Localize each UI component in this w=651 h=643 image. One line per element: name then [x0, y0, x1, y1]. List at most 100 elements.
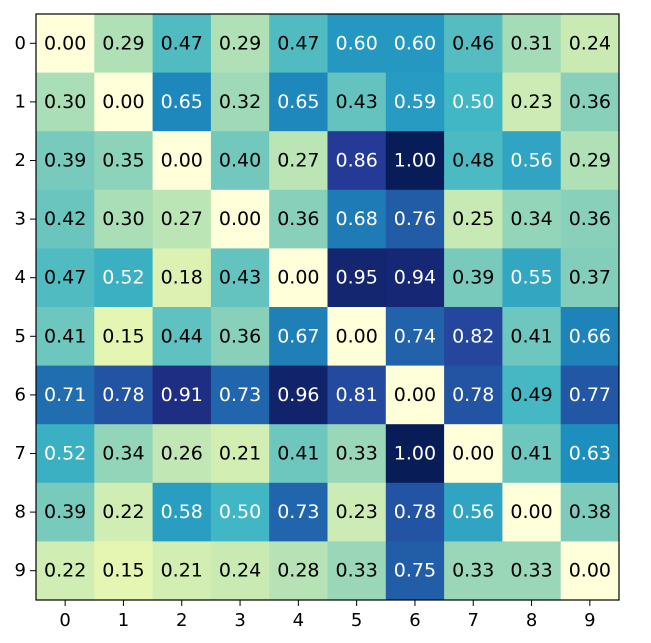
- cell-value-label: 0.00: [102, 91, 144, 113]
- plot-frame: [35, 13, 620, 601]
- heatmap-cell: [560, 14, 620, 74]
- cell-value-label: 0.00: [394, 384, 436, 406]
- heatmap-cell: [327, 482, 387, 542]
- heatmap-cell: [94, 424, 154, 484]
- heatmap-cell: [210, 482, 270, 542]
- heatmap-cell: [560, 72, 620, 132]
- cell-value-label: 0.94: [394, 267, 436, 289]
- x-tick-label: 9: [584, 610, 595, 631]
- cell-value-label: 0.30: [44, 91, 86, 113]
- heatmap-cell: [502, 424, 562, 484]
- cell-value-label: 0.77: [569, 384, 611, 406]
- y-tick-label: 3: [15, 209, 26, 230]
- heatmap-cell: [385, 541, 445, 601]
- cell-value-label: 0.26: [161, 443, 203, 465]
- heatmap-cell: [36, 189, 95, 249]
- cell-value-label: 0.29: [102, 32, 144, 54]
- cell-value-label: 0.78: [452, 384, 494, 406]
- y-tick-label: 5: [15, 326, 26, 347]
- heatmap-cell: [210, 248, 270, 308]
- heatmap-cell: [269, 14, 328, 74]
- cell-value-label: 0.95: [335, 267, 377, 289]
- cell-value-label: 0.63: [569, 443, 611, 465]
- heatmap-cell: [385, 189, 445, 249]
- heatmap-cell: [152, 541, 212, 601]
- cell-value-label: 0.36: [219, 325, 261, 347]
- cell-value-labels: 0.00 0.29 0.47 0.29 0.47 0.60 0.60 0.46 0.31 0.24…: [44, 32, 611, 581]
- cell-value-label: 0.22: [44, 560, 86, 582]
- cell-value-label: 0.00: [161, 150, 203, 172]
- heatmap-cell: [385, 72, 445, 132]
- heatmap-cell: [444, 189, 503, 249]
- cell-value-label: 0.15: [102, 325, 144, 347]
- heatmap-cell: [36, 307, 95, 367]
- cell-value-label: 0.34: [510, 208, 552, 230]
- heatmap-cell: [36, 131, 95, 191]
- heatmap-cell: [36, 482, 95, 542]
- cell-value-label: 0.00: [277, 267, 319, 289]
- heatmap-cell: [269, 131, 328, 191]
- cell-value-label: 0.78: [102, 384, 144, 406]
- cell-value-label: 0.76: [394, 208, 436, 230]
- heatmap-cell: [152, 14, 212, 74]
- cell-value-label: 0.18: [161, 267, 203, 289]
- heatmap-cell: [36, 365, 95, 425]
- heatmap-cell: [36, 14, 95, 74]
- y-tick-label: 8: [15, 502, 26, 523]
- cell-value-label: 0.43: [335, 91, 377, 113]
- cell-value-label: 0.56: [452, 501, 494, 523]
- heatmap-cell: [36, 424, 95, 484]
- heatmap-cell: [327, 307, 387, 367]
- heatmap-cell: [502, 482, 562, 542]
- cell-value-label: 0.86: [335, 150, 377, 172]
- cell-value-label: 0.91: [161, 384, 203, 406]
- cell-value-label: 0.47: [44, 267, 86, 289]
- heatmap-cell: [560, 131, 620, 191]
- cell-value-label: 0.66: [569, 325, 611, 347]
- cell-value-label: 0.41: [510, 325, 552, 347]
- heatmap-cell: [152, 72, 212, 132]
- heatmap-cell: [444, 248, 503, 308]
- cell-value-label: 0.50: [219, 501, 261, 523]
- heatmap-cell: [502, 541, 562, 601]
- cell-value-label: 0.27: [277, 150, 319, 172]
- cell-value-label: 0.00: [569, 560, 611, 582]
- y-tick-label: 0: [15, 33, 26, 54]
- heatmap-cell: [269, 365, 328, 425]
- heatmap-cell: [94, 541, 154, 601]
- cell-value-label: 0.15: [102, 560, 144, 582]
- heatmap-cell: [444, 131, 503, 191]
- cell-value-label: 0.28: [277, 560, 319, 582]
- cell-value-label: 0.35: [102, 150, 144, 172]
- cell-value-label: 0.25: [452, 208, 494, 230]
- heatmap-cell: [94, 189, 154, 249]
- cell-value-label: 0.21: [219, 443, 261, 465]
- heatmap-cell: [444, 365, 503, 425]
- cell-value-label: 0.71: [44, 384, 86, 406]
- cell-value-label: 0.58: [161, 501, 203, 523]
- heatmap-cell: [502, 307, 562, 367]
- cell-value-label: 0.48: [452, 150, 494, 172]
- heatmap-cell: [327, 189, 387, 249]
- cell-value-label: 0.22: [102, 501, 144, 523]
- cell-value-label: 0.39: [452, 267, 494, 289]
- x-axis: 0 1 2 3 4 5 6 7 8 9: [59, 600, 596, 631]
- cell-value-label: 0.73: [277, 501, 319, 523]
- heatmap-cell: [385, 482, 445, 542]
- heatmap-cell: [269, 541, 328, 601]
- cell-value-label: 0.27: [161, 208, 203, 230]
- cell-value-label: 0.23: [335, 501, 377, 523]
- heatmap-cell: [560, 189, 620, 249]
- x-tick-label: 2: [176, 610, 187, 631]
- cell-value-label: 0.46: [452, 32, 494, 54]
- heatmap-cell: [36, 248, 95, 308]
- y-tick-label: 4: [15, 267, 26, 288]
- cell-value-label: 0.55: [510, 267, 552, 289]
- cell-value-label: 0.56: [510, 150, 552, 172]
- heatmap-cell: [210, 131, 270, 191]
- heatmap-cell: [327, 424, 387, 484]
- heatmap-cell: [502, 14, 562, 74]
- cell-value-label: 0.00: [510, 501, 552, 523]
- cell-value-label: 0.81: [335, 384, 377, 406]
- heatmap-cell: [94, 72, 154, 132]
